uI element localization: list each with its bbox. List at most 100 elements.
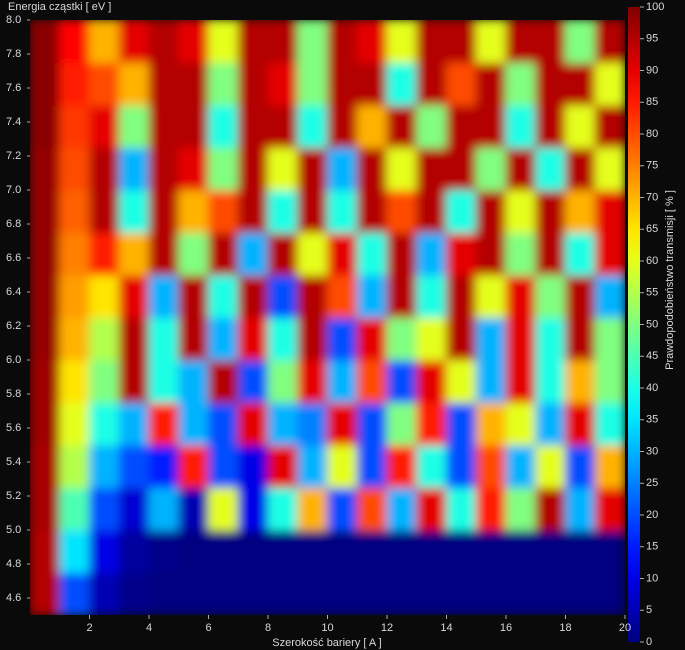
colorbar-tick-label: 65 [646,223,658,235]
heatmap-cell [386,487,418,531]
heatmap-cell [178,444,209,488]
heatmap-cell [237,487,269,531]
heatmap-cell [327,104,358,148]
colorbar-tick-label: 25 [646,477,658,489]
heatmap-cell [59,62,90,106]
heatmap-cell [446,444,477,488]
heatmap-cell [89,317,120,361]
heatmap-cell [237,147,269,191]
heatmap-cell [118,359,150,403]
heatmap-cell [178,104,209,148]
heatmap-cell [446,104,477,148]
heatmap-cell [178,402,209,446]
heatmap-cell [505,572,537,615]
heatmap-cell [297,62,328,106]
heatmap-cell [89,62,120,106]
heatmap-cell [535,444,566,488]
heatmap-cell [386,317,418,361]
heatmap-cell [178,147,209,191]
heatmap-cell [327,402,358,446]
heatmap-cell [594,572,625,615]
heatmap-cell [416,147,447,191]
heatmap-cell [267,104,299,148]
heatmap-cell [237,274,269,318]
y-tick-label: 6.6 [6,252,21,264]
heatmap-cell [148,189,180,233]
heatmap-cell [386,444,418,488]
heatmap-cell [267,572,299,615]
heatmap-cell [178,529,209,573]
heatmap-cell [416,529,447,573]
heatmap-cell [118,572,150,615]
heatmap-cell [118,104,150,148]
y-tick-label: 5.8 [6,388,21,400]
heatmap-cell [148,104,180,148]
heatmap-cell [118,444,150,488]
heatmap-cell [535,402,566,446]
heatmap-cell [416,572,447,615]
heatmap-cell [148,147,180,191]
x-tick-label: 8 [265,622,271,634]
heatmap-cell [386,572,418,615]
colorbar-tick-label: 50 [646,318,658,330]
heatmap-cell [505,444,537,488]
heatmap-cell [446,20,477,63]
heatmap-cell [475,189,507,233]
heatmap-cell [475,147,507,191]
heatmap-cell [178,189,209,233]
heatmap-cell [178,62,209,106]
heatmap-cell [446,232,477,276]
heatmap-cell [148,232,180,276]
heatmap-cell [297,444,328,488]
heatmap-cell [356,317,388,361]
y-axis-label: Energia cząstki [ eV ] [8,1,111,13]
heatmap-cell [237,20,269,63]
heatmap-cell [208,232,239,276]
heatmap-cell [505,189,537,233]
heatmap-cell [30,444,61,488]
heatmap-cell [565,232,596,276]
heatmap-cell [327,529,358,573]
heatmap-cell [89,189,120,233]
heatmap-cell [446,572,477,615]
heatmap-cell [505,104,537,148]
heatmap-cell [30,529,61,573]
heatmap-cell [59,104,90,148]
heatmap-cell [267,359,299,403]
heatmap-cell [118,147,150,191]
heatmap-cell [386,232,418,276]
heatmap-cell [118,232,150,276]
heatmap-cell [565,487,596,531]
heatmap-cell [89,232,120,276]
colorbar-tick-label: 20 [646,509,658,521]
heatmap-cell [535,487,566,531]
heatmap-cell [237,232,269,276]
colorbar-tick-label: 85 [646,96,658,108]
heatmap-cell [535,274,566,318]
heatmap-cell [475,274,507,318]
y-tick-label: 6.4 [6,286,21,298]
heatmap-cell [178,20,209,63]
heatmap-cell [208,189,239,233]
y-tick-label: 7.2 [6,150,21,162]
colorbar-tick-label: 40 [646,382,658,394]
heatmap-cell [565,572,596,615]
heatmap-cell [565,359,596,403]
heatmap-cell [475,232,507,276]
heatmap-cell [416,274,447,318]
heatmap-cell [267,274,299,318]
heatmap-cell [148,20,180,63]
heatmap-cell [475,529,507,573]
heatmap-cell [565,529,596,573]
heatmap-cell [535,317,566,361]
heatmap-cell [237,529,269,573]
heatmap-cell [446,317,477,361]
heatmap-cell [237,444,269,488]
heatmap-cell [59,317,90,361]
heatmap-cell [208,402,239,446]
heatmap-cell [386,20,418,63]
heatmap-cell [386,402,418,446]
x-tick-label: 18 [559,622,571,634]
heatmap-cell [475,104,507,148]
heatmap-cell [267,402,299,446]
